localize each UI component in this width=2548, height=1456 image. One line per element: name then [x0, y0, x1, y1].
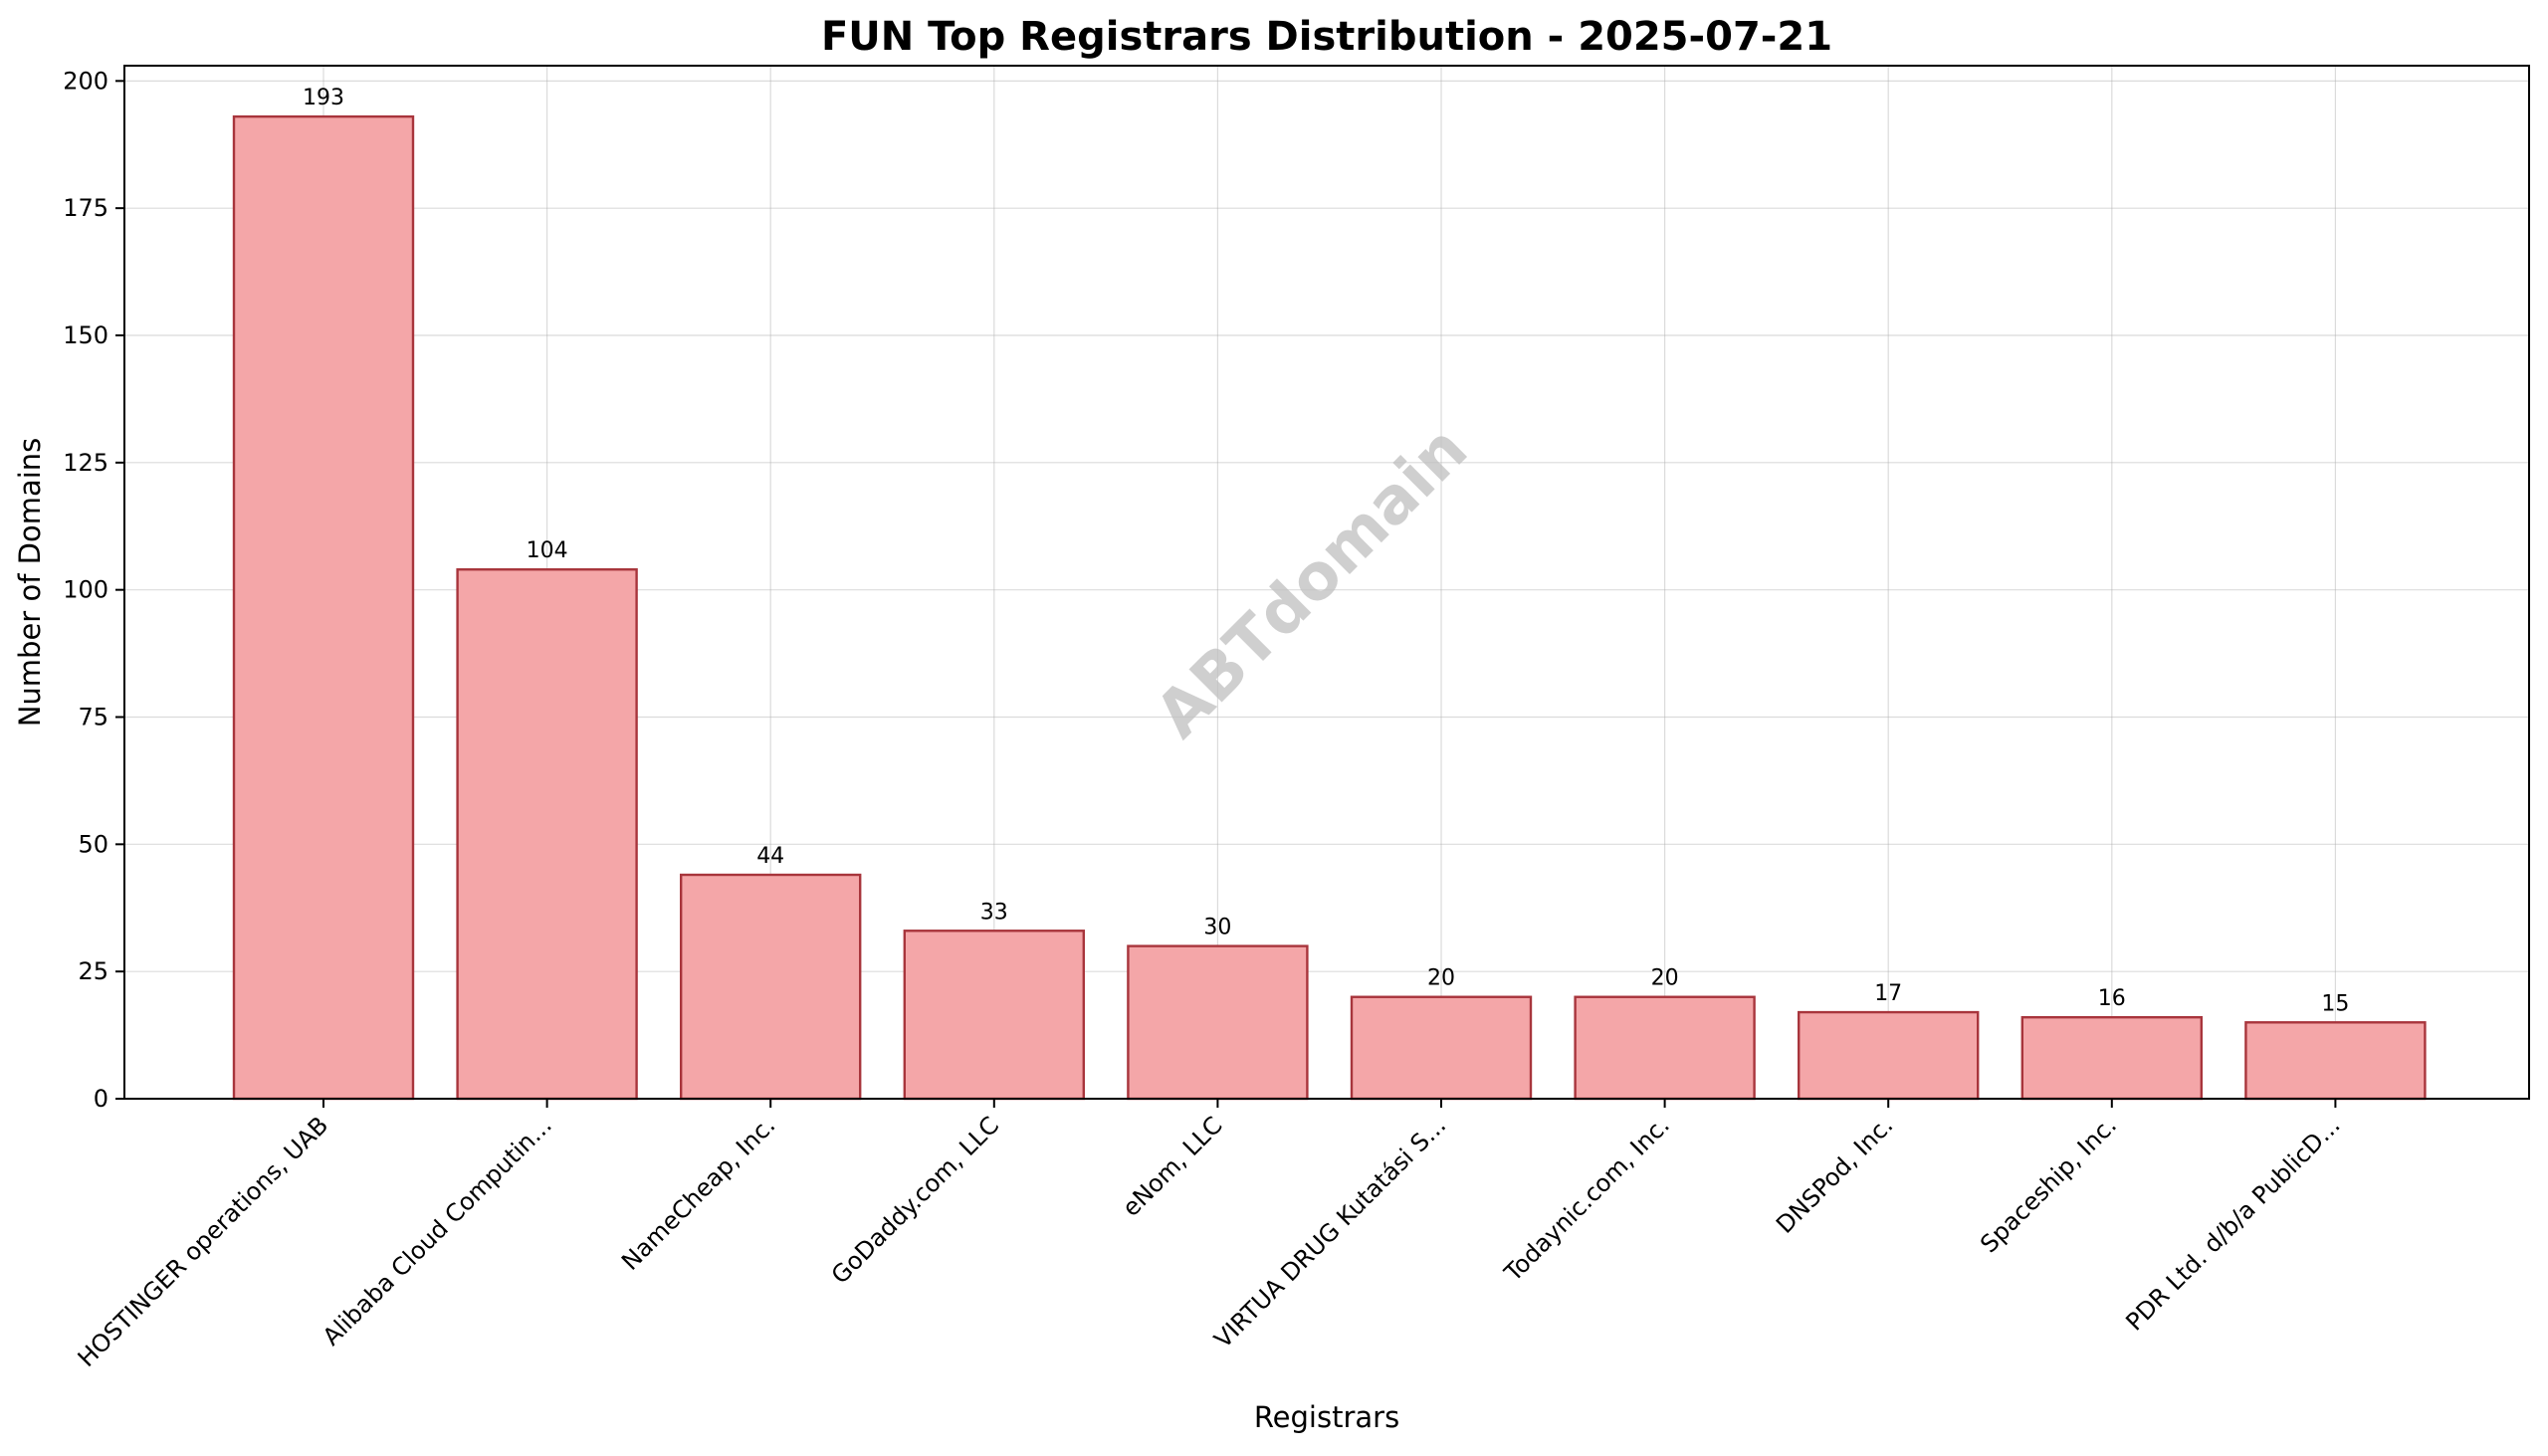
bar [232, 114, 415, 1101]
x-tick-label: HOSTINGER operations, UAB [73, 1111, 334, 1372]
x-tick-label: GoDaddy.com, LLC [826, 1111, 1004, 1289]
y-tick-label: 175 [63, 194, 108, 222]
x-axis-label: Registrars [1254, 1400, 1399, 1434]
bar [456, 568, 638, 1101]
bar [680, 873, 862, 1101]
bar [1574, 995, 1756, 1101]
bar-value-label: 16 [2098, 986, 2126, 1011]
y-tick-label: 100 [63, 576, 108, 604]
x-tick-label: PDR Ltd. d/b/a PublicD... [2120, 1111, 2345, 1336]
bar-value-label: 20 [1651, 966, 1679, 991]
y-axis-label: Number of Domains [13, 438, 47, 728]
y-tick-label: 150 [63, 321, 108, 349]
bar-value-label: 104 [527, 538, 568, 563]
bar [2020, 1015, 2204, 1101]
bar-value-label: 33 [980, 900, 1008, 925]
bar-value-label: 44 [756, 844, 784, 869]
bar [1350, 995, 1533, 1101]
y-tick-label: 200 [63, 67, 108, 95]
x-tick-label: Alibaba Cloud Computin... [318, 1111, 557, 1351]
y-tick-label: 0 [94, 1085, 108, 1113]
bar [903, 930, 1085, 1101]
chart-title: FUN Top Registrars Distribution - 2025-0… [821, 14, 1832, 60]
plot-frame [123, 65, 2530, 1100]
x-tick-label: NameCheap, Inc. [616, 1111, 780, 1275]
bars [232, 114, 2427, 1101]
grid [124, 66, 2529, 1100]
x-tick-label: Todaynic.com, Inc. [1499, 1111, 1675, 1287]
bar-value-label: 20 [1427, 966, 1455, 991]
bar-value-label: 17 [1874, 981, 1902, 1006]
x-tick-label: Spaceship, Inc. [1975, 1111, 2122, 1258]
x-tick-label: VIRTUA DRUG Kutatási S... [1209, 1111, 1452, 1353]
bar-value-label: 15 [2321, 991, 2349, 1016]
bar [1797, 1010, 1980, 1101]
bar [1127, 944, 1309, 1101]
y-axis-ticks: 0 25 50 75 100 125 150 175 200 [63, 67, 124, 1113]
data-labels: 193 104 44 33 30 20 20 17 16 15 [303, 86, 2349, 1016]
x-tick-label: eNom, LLC [1117, 1111, 1227, 1221]
bar-value-label: 193 [303, 86, 344, 110]
bar-value-label: 30 [1203, 916, 1231, 940]
y-tick-label: 125 [63, 449, 108, 477]
x-tick-label: DNSPod, Inc. [1771, 1111, 1898, 1238]
y-tick-label: 50 [78, 830, 108, 858]
watermark-text: ABTdomain [1142, 412, 1482, 752]
bar [2244, 1021, 2427, 1101]
y-tick-label: 25 [78, 957, 108, 985]
y-tick-label: 75 [78, 704, 108, 731]
